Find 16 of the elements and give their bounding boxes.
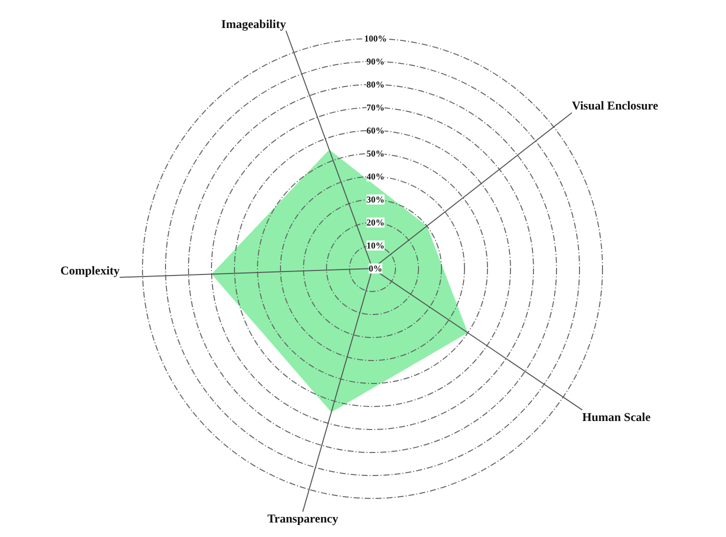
y-tick-label: 10% [366,240,384,250]
y-tick-label: 70% [366,102,384,112]
spoke-label: Imageability [221,16,286,31]
spoke-label: Visual Enclosure [572,98,659,113]
spoke-label: Complexity [60,263,120,278]
y-tick-label: 30% [366,194,384,204]
y-tick-label: 0% [368,264,382,274]
y-tick-label: 40% [366,172,384,182]
y-tick-label: 50% [366,148,384,158]
y-tick-label: 100% [364,34,387,44]
y-tick-label: 60% [366,126,384,136]
spoke-label: Human Scale [582,410,652,424]
y-tick-label: 80% [366,80,384,90]
y-tick-label: 20% [366,218,384,228]
y-tick-label: 90% [366,56,384,66]
spoke-label: Transparency [267,512,338,526]
